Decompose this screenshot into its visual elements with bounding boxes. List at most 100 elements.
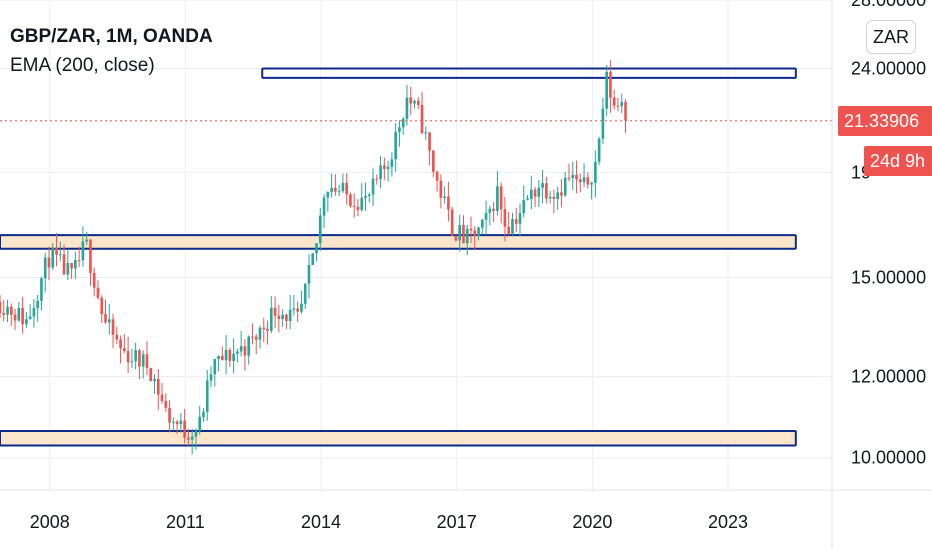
candle-body [522, 200, 526, 214]
candle-body [254, 336, 258, 340]
candle-body [21, 307, 24, 325]
candle-body [416, 100, 420, 105]
candle-body [597, 138, 601, 162]
candle-body [612, 97, 616, 106]
candle-body [40, 278, 43, 301]
candle-body [213, 359, 217, 375]
zones [0, 67, 797, 447]
candle-body [371, 178, 375, 195]
candle-body [367, 194, 371, 196]
candle-body [190, 436, 194, 440]
candle-body [533, 189, 537, 197]
candle-body [571, 174, 575, 179]
candle-body [160, 394, 164, 402]
candle-body [273, 307, 277, 316]
candle-body [409, 97, 413, 104]
candle-body [330, 187, 333, 192]
candle-body [582, 177, 586, 183]
x-tick-label: 2017 [437, 512, 477, 532]
candle-body [17, 307, 21, 321]
candle-body [450, 209, 454, 236]
symbol-title[interactable]: GBP/ZAR, 1M, OANDA [10, 26, 213, 47]
candle-body [315, 243, 318, 254]
x-tick-label: 2020 [572, 512, 612, 532]
candle-body [563, 177, 567, 196]
candle-body [183, 420, 186, 438]
candle-body [123, 348, 126, 352]
currency-badge[interactable]: ZAR [866, 20, 916, 54]
candle-body [567, 177, 571, 179]
candle-body [356, 206, 360, 210]
candle-body [296, 308, 299, 312]
candle-body [311, 253, 315, 265]
candle-body [477, 227, 480, 236]
candle-body [586, 177, 590, 185]
candle-body [575, 174, 578, 180]
candle-body [499, 186, 503, 210]
candle-body [578, 179, 582, 183]
candle-body [318, 215, 322, 244]
candle-body [492, 208, 495, 212]
candle-body [119, 339, 122, 349]
candle-body [616, 105, 620, 107]
candle-body [194, 430, 198, 437]
candle-body [473, 230, 477, 236]
candle-body [247, 336, 251, 356]
candle-body [552, 196, 556, 199]
candle-body [205, 380, 209, 412]
candle-body [428, 132, 431, 151]
candle-body [179, 420, 183, 425]
candle-body [145, 354, 149, 369]
candle-body [104, 314, 107, 323]
candle-body [32, 307, 36, 317]
candle-body [277, 315, 281, 319]
candle-body [6, 306, 9, 315]
candle-body [25, 319, 28, 325]
x-tick-label: 2011 [166, 512, 205, 532]
candle-body [126, 351, 130, 363]
candle-body [58, 254, 62, 256]
candle-body [364, 195, 367, 198]
chart-legend: GBP/ZAR, 1M, OANDA EMA (200, close) [10, 22, 213, 80]
candle-body [239, 346, 243, 352]
candle-body [537, 187, 541, 197]
candle-body [153, 378, 156, 382]
x-tick-label: 2023 [708, 512, 748, 532]
y-tick-label: 28.00000 [851, 0, 926, 10]
candle-body [288, 309, 292, 321]
candle-body [138, 350, 141, 367]
zone-rect-3 [0, 429, 797, 447]
candle-body [85, 239, 88, 242]
indicator-label[interactable]: EMA (200, close) [10, 55, 155, 76]
y-tick-label: 10.00000 [851, 448, 926, 468]
candle-body [266, 329, 269, 331]
candle-body [130, 361, 134, 363]
candle-body [172, 421, 175, 423]
last-price-badge: 21.33906 [838, 106, 932, 136]
candle-body [96, 287, 100, 298]
candle-body [503, 209, 507, 227]
y-tick-label: 12.00000 [851, 367, 926, 387]
candle-body [352, 205, 356, 207]
candle-body [224, 350, 228, 361]
candle-body [243, 346, 247, 356]
candle-body [198, 416, 202, 431]
candle-body [398, 127, 401, 132]
candle-body [81, 241, 85, 261]
candle-body [217, 355, 220, 360]
candle-body [624, 101, 627, 121]
candle-body [0, 301, 2, 314]
candle-body [465, 228, 469, 244]
y-tick-label: 15.00000 [851, 267, 926, 287]
candle-body [251, 336, 254, 338]
candle-body [345, 182, 348, 195]
candle-body [141, 354, 145, 367]
candle-body [556, 192, 559, 199]
y-tick-label: 24.00000 [851, 59, 926, 79]
candle-body [36, 300, 39, 308]
candle-body [518, 213, 522, 224]
candle-body [341, 182, 345, 192]
candle-body [439, 180, 443, 198]
